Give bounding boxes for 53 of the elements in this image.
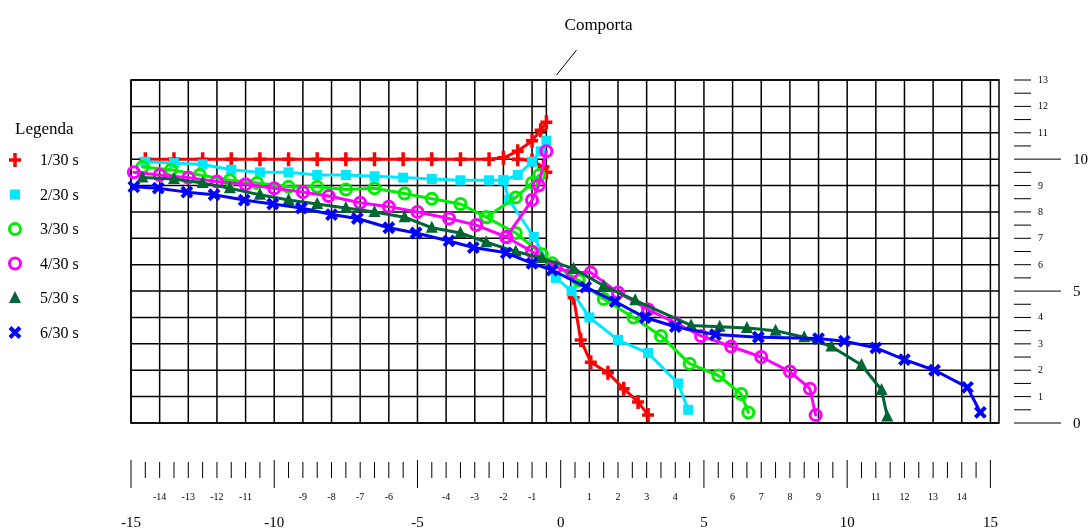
legend-label: 5/30 s xyxy=(40,289,79,306)
legend-label: 1/30 s xyxy=(40,151,79,168)
x2-tick-label: 11 xyxy=(871,491,881,502)
y-tick-label: 5 xyxy=(1073,283,1081,300)
x2-tick-label: -7 xyxy=(356,491,365,502)
x2-tick-label: -14 xyxy=(152,491,167,502)
x-tick-label: -5 xyxy=(411,514,424,530)
x2-tick-label: 3 xyxy=(644,491,650,502)
x-tick-label: 15 xyxy=(982,514,998,530)
x2-tick-label: 7 xyxy=(758,491,764,502)
x2-tick-label: -1 xyxy=(527,491,537,502)
x2-tick-label: 2 xyxy=(615,491,621,502)
x2-tick-label: -3 xyxy=(470,491,479,502)
legend-label: 4/30 s xyxy=(40,254,79,272)
x2-tick-label: -4 xyxy=(441,491,451,502)
x2-tick-label: -8 xyxy=(327,491,336,502)
legend-label: 6/30 s xyxy=(40,323,79,341)
x2-tick-label: 6 xyxy=(730,491,736,502)
x2-tick-label: 9 xyxy=(816,491,822,502)
legend-label: 2/30 s xyxy=(40,185,79,203)
x-tick-label: -10 xyxy=(264,514,285,530)
x2-tick-label: -13 xyxy=(181,491,195,502)
y2-tick-label: 6 xyxy=(1038,258,1043,270)
x2-tick-label: -12 xyxy=(210,491,224,502)
x2-tick-label: -6 xyxy=(384,491,393,502)
x2-tick-label: 8 xyxy=(787,491,793,502)
y2-tick-label: 12 xyxy=(1038,100,1048,112)
x-tick-label: 0 xyxy=(556,514,565,530)
x2-tick-label: 12 xyxy=(899,491,910,502)
x2-tick-label: 4 xyxy=(672,491,678,502)
y-tick-label: 0 xyxy=(1073,415,1081,431)
y2-tick-label: 4 xyxy=(1038,311,1043,323)
y2-tick-label: 7 xyxy=(1038,232,1043,244)
x2-tick-label: 1 xyxy=(586,491,592,502)
y2-tick-label: 3 xyxy=(1038,337,1043,349)
x2-tick-label: -11 xyxy=(239,491,253,502)
x-tick-label: 5 xyxy=(700,514,708,530)
y2-tick-label: 2 xyxy=(1038,364,1043,376)
y2-tick-label: 13 xyxy=(1038,74,1048,85)
y2-tick-label: 1 xyxy=(1038,390,1043,402)
x2-tick-label: -9 xyxy=(298,491,308,502)
y2-tick-label: 9 xyxy=(1038,179,1043,191)
x2-tick-label: 13 xyxy=(928,491,939,502)
legend-title: Legenda xyxy=(15,119,74,138)
y2-tick-label: 8 xyxy=(1038,205,1043,217)
x-tick-label: -15 xyxy=(121,514,141,530)
x-tick-label: 10 xyxy=(839,514,855,530)
x2-tick-label: 14 xyxy=(956,491,967,502)
legend-label: 3/30 s xyxy=(40,220,79,237)
y-tick-label: 10 xyxy=(1073,151,1088,168)
band-label: Comporta xyxy=(564,15,633,34)
y2-tick-label: 11 xyxy=(1038,126,1048,138)
x2-tick-label: -2 xyxy=(499,491,508,502)
